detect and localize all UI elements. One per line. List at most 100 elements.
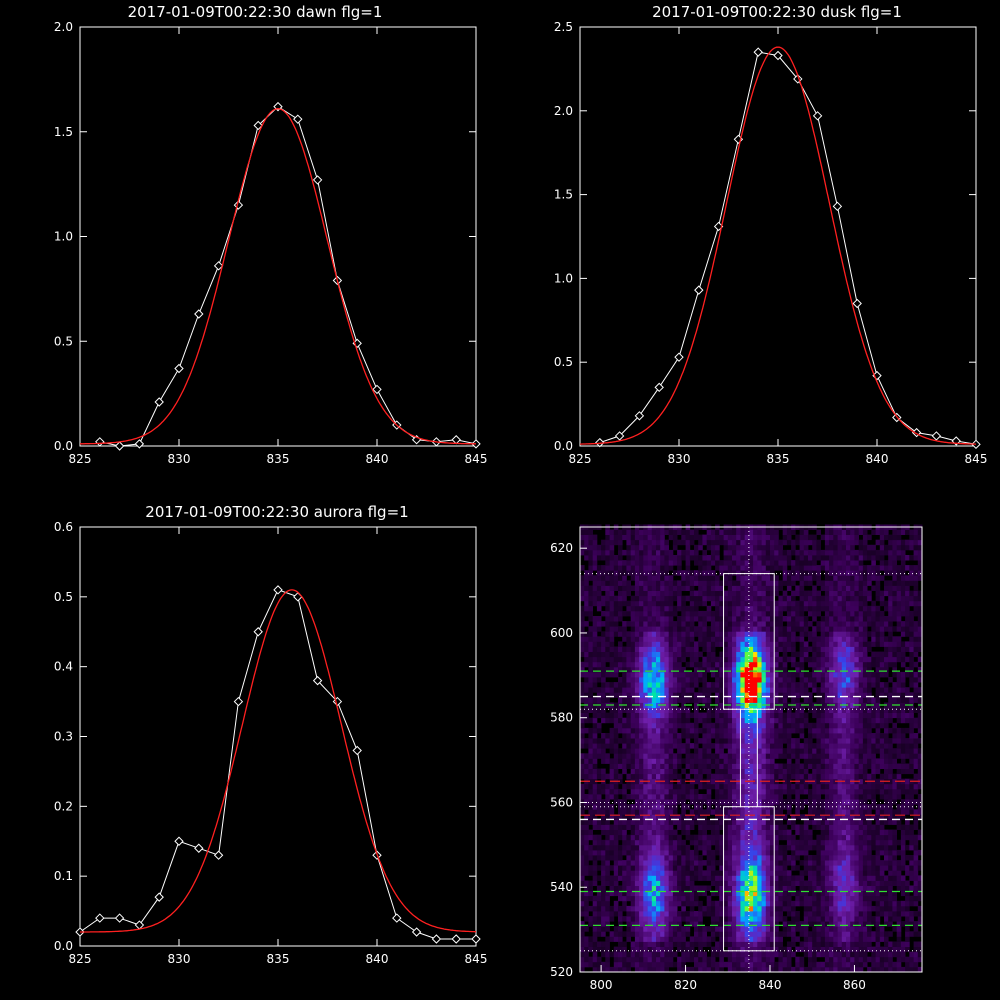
heatmap-cell bbox=[740, 753, 745, 759]
heatmap-cell bbox=[601, 900, 606, 907]
heatmap-cell bbox=[698, 651, 703, 658]
heatmap-cell bbox=[622, 875, 627, 881]
heatmap-cell bbox=[634, 717, 640, 724]
heatmap-cell bbox=[824, 590, 830, 597]
heatmap-cell bbox=[795, 743, 800, 749]
heatmap-cell bbox=[757, 916, 762, 922]
heatmap-cell bbox=[601, 961, 606, 968]
heatmap-cell bbox=[694, 590, 699, 597]
heatmap-cell bbox=[651, 936, 657, 942]
heatmap-cell bbox=[702, 956, 707, 963]
heatmap-cell bbox=[816, 961, 821, 968]
heatmap-cell bbox=[774, 636, 779, 642]
heatmap-cell bbox=[727, 580, 733, 586]
heatmap-cell bbox=[723, 707, 729, 713]
heatmap-cell bbox=[812, 636, 817, 642]
heatmap-cell bbox=[613, 702, 619, 708]
heatmap-cell bbox=[816, 855, 821, 861]
heatmap-cell bbox=[588, 646, 593, 652]
heatmap-cell bbox=[668, 788, 674, 795]
heatmap-cell bbox=[829, 626, 834, 632]
heatmap-cell bbox=[588, 575, 593, 581]
heatmap-cell bbox=[689, 763, 695, 769]
heatmap-cell bbox=[596, 768, 602, 775]
heatmap-cell bbox=[736, 717, 741, 724]
heatmap-cell bbox=[706, 956, 712, 963]
heatmap-cell bbox=[706, 875, 712, 881]
heatmap-cell bbox=[660, 890, 665, 897]
heatmap-cell bbox=[609, 575, 615, 581]
heatmap-cell bbox=[820, 844, 826, 851]
heatmap-cell bbox=[782, 844, 788, 851]
heatmap-cell bbox=[727, 626, 733, 632]
heatmap-cell bbox=[651, 544, 657, 551]
heatmap-cell bbox=[592, 916, 598, 922]
heatmap-cell bbox=[761, 783, 767, 790]
heatmap-cell bbox=[651, 794, 657, 800]
heatmap-cell bbox=[748, 555, 754, 561]
heatmap-cell bbox=[774, 788, 779, 795]
heatmap-cell bbox=[626, 758, 631, 764]
heatmap-cell bbox=[774, 834, 779, 841]
heatmap-cell bbox=[681, 824, 686, 830]
heatmap-cell bbox=[710, 809, 716, 815]
heatmap-cell bbox=[812, 880, 817, 886]
heatmap-cell bbox=[584, 900, 589, 907]
heatmap-cell bbox=[584, 585, 589, 591]
heatmap-cell bbox=[748, 677, 754, 683]
heatmap-cell bbox=[824, 575, 830, 581]
heatmap-cell bbox=[651, 865, 657, 871]
heatmap-cell bbox=[580, 671, 585, 678]
heatmap-cell bbox=[727, 763, 733, 769]
heatmap-cell bbox=[651, 722, 657, 729]
heatmap-cell bbox=[596, 855, 602, 861]
heatmap-cell bbox=[588, 631, 593, 637]
heatmap-cell bbox=[664, 743, 669, 749]
heatmap-cell bbox=[757, 610, 762, 617]
heatmap-cell bbox=[613, 616, 619, 622]
heatmap-cell bbox=[765, 758, 771, 764]
heatmap-cell bbox=[736, 666, 741, 673]
heatmap-cell bbox=[748, 936, 754, 942]
heatmap-cell bbox=[626, 870, 631, 876]
heatmap-cell bbox=[803, 656, 809, 663]
heatmap-cell bbox=[643, 682, 648, 688]
heatmap-cell bbox=[786, 671, 792, 678]
heatmap-cell bbox=[715, 890, 720, 897]
heatmap-cell bbox=[613, 534, 619, 541]
heatmap-cell bbox=[630, 600, 636, 607]
heatmap-cell bbox=[672, 722, 678, 729]
heatmap-cell bbox=[626, 585, 631, 591]
heatmap-cell bbox=[803, 641, 809, 647]
heatmap-cell bbox=[647, 682, 653, 688]
heatmap-cell bbox=[824, 677, 830, 683]
heatmap-cell bbox=[672, 610, 678, 617]
heatmap-cell bbox=[816, 570, 821, 576]
heatmap-cell bbox=[584, 839, 589, 846]
heatmap-cell bbox=[647, 717, 653, 724]
heatmap-cell bbox=[786, 931, 792, 937]
heatmap-cell bbox=[605, 717, 610, 724]
heatmap-cell bbox=[753, 824, 758, 830]
heatmap-cell bbox=[719, 783, 724, 790]
heatmap-cell bbox=[736, 687, 741, 693]
heatmap-cell bbox=[774, 671, 779, 678]
heatmap-cell bbox=[656, 600, 661, 607]
heatmap-cell bbox=[647, 875, 653, 881]
heatmap-cell bbox=[702, 738, 707, 744]
heatmap-cell bbox=[816, 621, 821, 627]
heatmap-cell bbox=[647, 849, 653, 856]
heatmap-cell bbox=[605, 966, 610, 973]
heatmap-cell bbox=[588, 819, 593, 825]
heatmap-cell bbox=[748, 534, 754, 541]
heatmap-cell bbox=[660, 916, 665, 922]
heatmap-cell bbox=[765, 697, 771, 703]
heatmap-cell bbox=[656, 748, 661, 754]
heatmap-cell bbox=[639, 580, 644, 586]
heatmap-cell bbox=[681, 768, 686, 775]
heatmap-cell bbox=[706, 849, 712, 856]
heatmap-cell bbox=[753, 778, 758, 785]
heatmap-cell bbox=[744, 697, 750, 703]
heatmap-cell bbox=[685, 549, 691, 556]
heatmap-cell bbox=[613, 671, 619, 678]
